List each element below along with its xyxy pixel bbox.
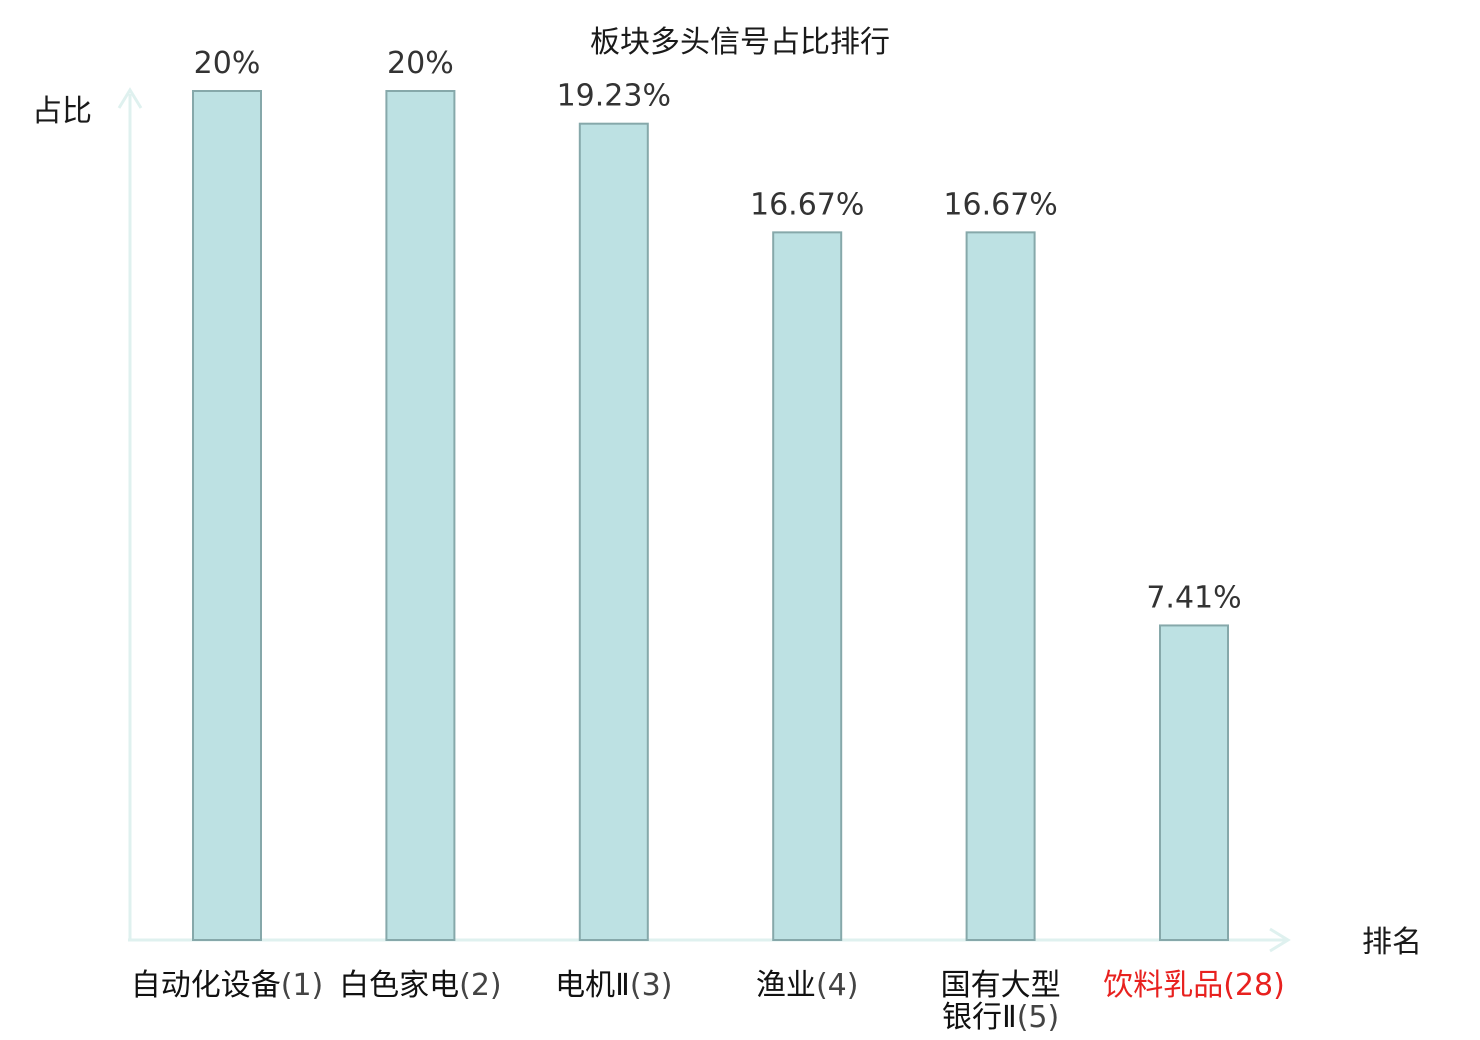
y-axis-arrow bbox=[117, 87, 143, 109]
bar bbox=[192, 90, 262, 941]
category-label: 国有大型银行Ⅱ(5) bbox=[941, 968, 1061, 1035]
axes: 占比 排名 bbox=[32, 87, 1422, 960]
bars bbox=[192, 90, 1229, 941]
category-label: 饮料乳品(28) bbox=[1103, 968, 1285, 1003]
value-label: 20% bbox=[194, 46, 261, 81]
category-labels: 自动化设备(1) 白色家电(2) 电机Ⅱ(3) 渔业(4) 国有大型银行Ⅱ(5) 饮料乳品… bbox=[131, 968, 1285, 1035]
x-axis-label: 排名 bbox=[1362, 925, 1422, 960]
value-label: 7.41% bbox=[1146, 580, 1241, 615]
category-label: 渔业(4) bbox=[756, 968, 859, 1003]
bar bbox=[772, 231, 843, 941]
bar bbox=[385, 90, 456, 941]
chart-title: 板块多头信号占比排行 bbox=[590, 25, 890, 60]
category-label: 白色家电(2) bbox=[339, 968, 502, 1003]
value-label: 19.23% bbox=[557, 79, 671, 114]
value-label: 16.67% bbox=[943, 187, 1057, 222]
value-label: 20% bbox=[387, 46, 454, 81]
y-axis-label: 占比 bbox=[32, 94, 92, 129]
value-labels: 20% 20% 19.23% 16.67% 16.67% 7.41% bbox=[194, 46, 1242, 615]
category-label: 自动化设备(1) bbox=[131, 968, 324, 1003]
category-label: 电机Ⅱ(3) bbox=[555, 968, 672, 1003]
bar bbox=[1159, 624, 1229, 941]
x-axis-arrow bbox=[1269, 927, 1291, 953]
bar bbox=[965, 231, 1036, 941]
value-label: 16.67% bbox=[750, 187, 864, 222]
bar bbox=[578, 122, 649, 941]
